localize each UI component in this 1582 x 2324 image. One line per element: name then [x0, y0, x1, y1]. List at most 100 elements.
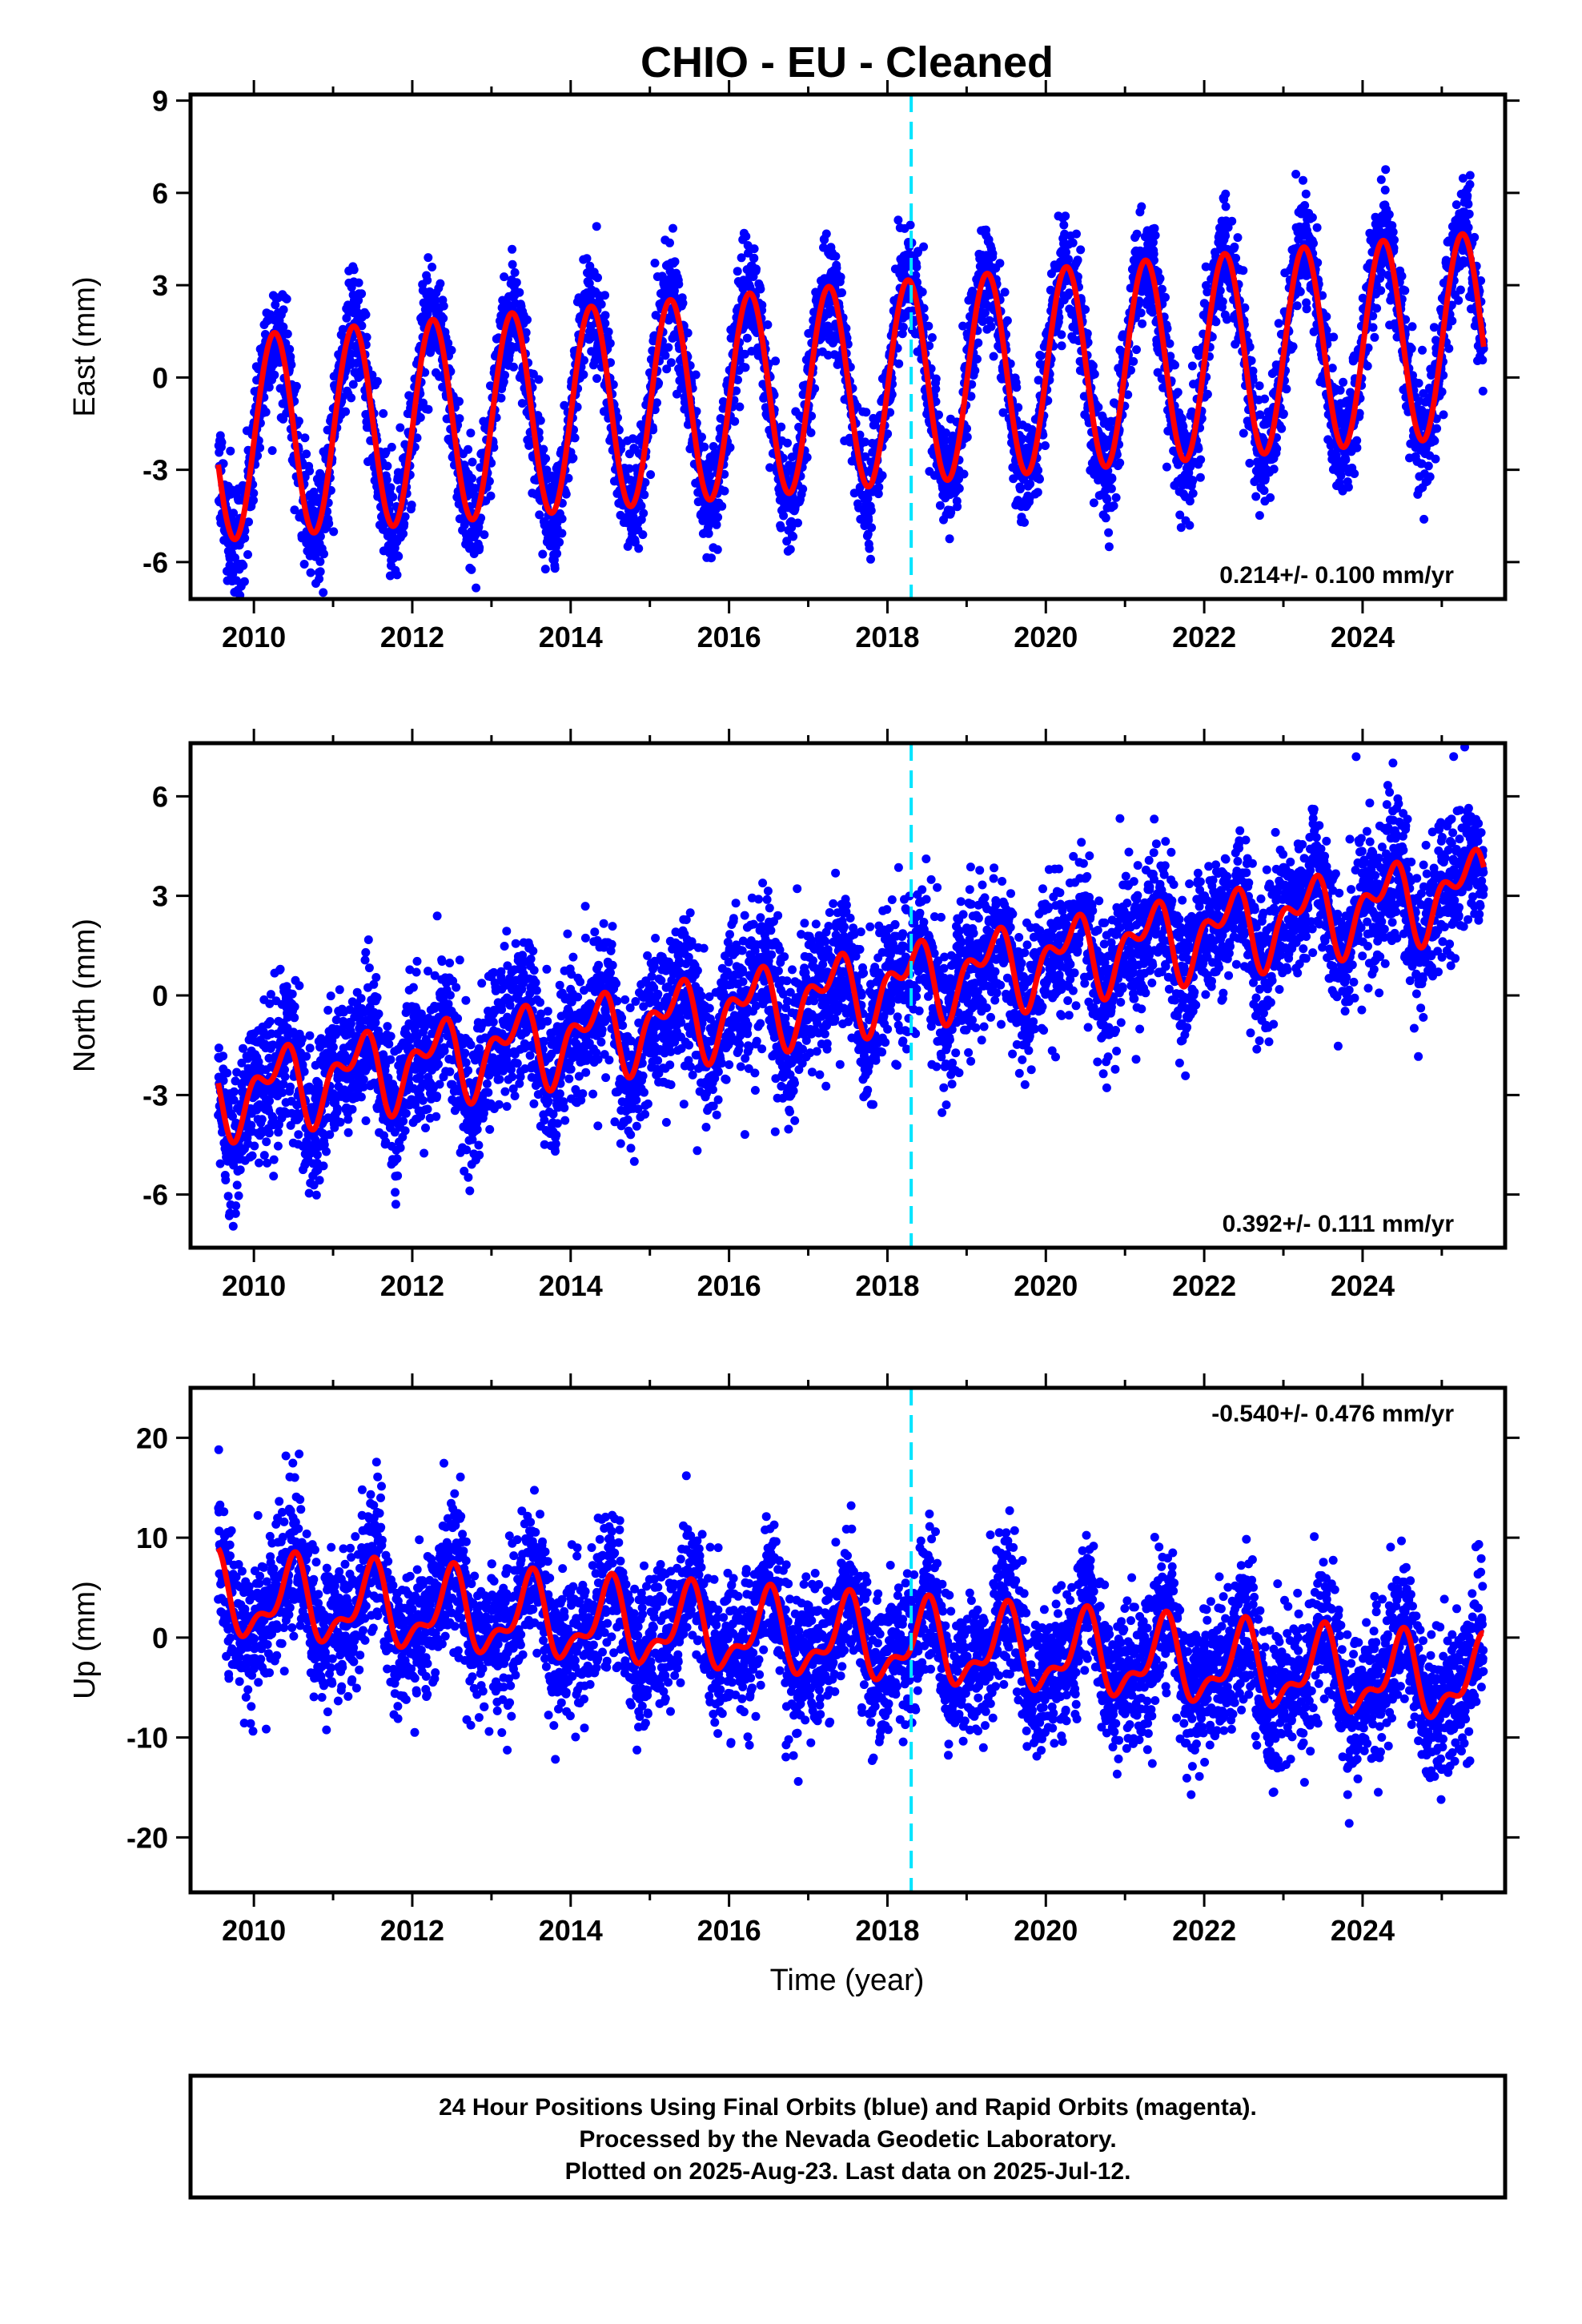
data-point — [640, 490, 649, 500]
data-point — [1288, 342, 1298, 352]
data-point — [683, 328, 693, 338]
data-point — [309, 487, 319, 497]
data-point — [1376, 175, 1386, 184]
data-point — [431, 296, 440, 305]
data-point — [874, 482, 884, 492]
data-point — [568, 453, 578, 463]
data-point — [1081, 305, 1090, 314]
data-point — [294, 416, 303, 426]
data-point — [1026, 479, 1035, 489]
data-point — [512, 278, 521, 287]
data-point — [1014, 403, 1023, 412]
data-point — [290, 505, 299, 515]
data-point — [1034, 465, 1043, 475]
data-point — [338, 324, 347, 334]
data-point — [924, 321, 934, 331]
data-point — [386, 483, 396, 493]
data-point — [935, 501, 945, 510]
data-point — [534, 375, 544, 384]
data-point — [720, 486, 729, 496]
data-point — [1239, 266, 1248, 275]
data-point — [1335, 385, 1345, 395]
data-point — [670, 257, 680, 267]
data-point — [1260, 394, 1270, 404]
data-point — [1279, 409, 1288, 419]
data-point — [1196, 455, 1206, 464]
data-point — [455, 396, 464, 406]
data-point — [1002, 316, 1012, 325]
data-point — [279, 322, 288, 332]
data-point — [1322, 312, 1331, 321]
data-point — [959, 469, 969, 479]
data-point — [1104, 542, 1114, 552]
data-point — [898, 323, 908, 332]
data-point — [367, 370, 377, 380]
data-point — [291, 381, 301, 391]
data-point — [455, 414, 464, 424]
data-point — [464, 444, 473, 454]
data-point — [1341, 455, 1351, 464]
data-point — [1089, 498, 1098, 508]
data-point — [1221, 202, 1231, 211]
data-point — [741, 231, 751, 241]
data-point — [444, 339, 453, 348]
data-point — [436, 279, 445, 288]
data-point — [954, 484, 964, 493]
data-point — [315, 532, 325, 541]
data-point — [400, 519, 409, 529]
data-point — [664, 343, 673, 352]
data-point — [986, 322, 996, 332]
data-point — [749, 253, 759, 263]
data-point — [362, 332, 371, 342]
data-point — [798, 485, 808, 494]
data-point — [447, 345, 456, 355]
data-point — [305, 466, 315, 476]
data-point — [381, 447, 391, 456]
data-point — [1036, 352, 1046, 360]
data-point — [349, 265, 359, 275]
data-point — [1068, 238, 1078, 247]
data-point — [1302, 304, 1311, 314]
data-point — [510, 267, 520, 277]
data-point — [561, 489, 571, 499]
data-point — [315, 574, 324, 584]
data-point — [385, 571, 395, 581]
data-point — [231, 553, 239, 562]
data-point — [1245, 458, 1255, 468]
data-point — [1292, 301, 1302, 311]
data-point — [793, 518, 802, 528]
data-point — [428, 263, 437, 271]
data-point — [639, 509, 648, 518]
data-point — [424, 253, 433, 263]
data-point — [650, 259, 660, 267]
data-point — [604, 327, 613, 336]
data-point — [866, 554, 875, 564]
data-point — [315, 567, 325, 577]
data-point — [917, 287, 927, 297]
data-point — [264, 383, 274, 392]
data-point — [249, 496, 258, 505]
data-point — [379, 408, 388, 418]
data-point — [285, 344, 295, 354]
data-point — [713, 545, 722, 554]
data-point — [894, 359, 904, 368]
data-point — [1035, 474, 1044, 484]
data-point — [771, 356, 781, 366]
data-point — [579, 370, 588, 380]
data-point — [500, 371, 510, 380]
data-point — [329, 527, 339, 537]
data-point — [500, 272, 509, 282]
data-point — [300, 433, 310, 443]
data-point — [742, 333, 752, 343]
data-point — [593, 273, 602, 283]
data-point — [970, 366, 980, 376]
data-point — [1195, 472, 1205, 482]
data-point — [704, 529, 713, 538]
data-point — [1291, 170, 1301, 179]
data-point — [1041, 441, 1050, 450]
data-point — [1384, 210, 1394, 219]
data-point — [931, 384, 941, 394]
data-point — [1158, 284, 1166, 294]
data-point — [749, 244, 759, 254]
data-point — [1012, 383, 1022, 392]
